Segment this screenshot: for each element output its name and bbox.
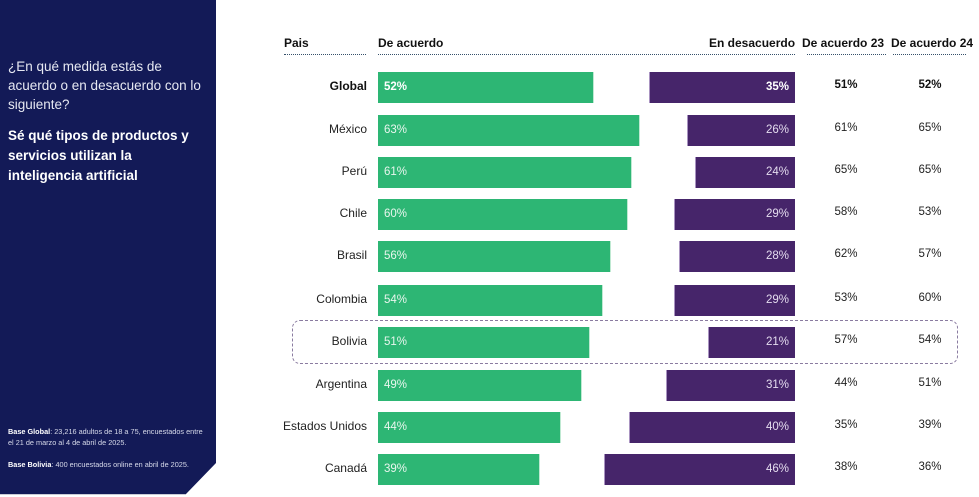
disagree-bar-label: 46%	[765, 463, 789, 475]
agree-bar: 54%	[378, 284, 603, 316]
agree-bar-label: 51%	[384, 336, 408, 348]
country-label: Global	[329, 79, 367, 93]
agree-bar-label: 63%	[384, 124, 408, 136]
note-text: : 23,216 adultos de 18 a 75, encuestados…	[8, 427, 203, 447]
agree-24-value: 54%	[918, 334, 942, 346]
agree-23-value: 61%	[834, 122, 858, 134]
disagree-bar: 40%	[628, 411, 795, 443]
country-label: Brasil	[336, 248, 367, 262]
disagree-bar: 29%	[674, 198, 795, 230]
country-label: Argentina	[315, 377, 367, 391]
agree-bar-label: 56%	[384, 250, 408, 262]
agree-23-value: 62%	[834, 248, 858, 260]
country-label: Chile	[339, 206, 367, 220]
disagree-bar-label: 40%	[765, 421, 789, 433]
note-label: Base Global	[8, 427, 51, 436]
header-country: Pais	[284, 36, 309, 50]
agree-24-value: 36%	[918, 461, 942, 473]
agree-bar: 49%	[378, 369, 582, 401]
note-base-global: Base Global: 23,216 adultos de 18 a 75, …	[8, 426, 208, 448]
agree-bar-label: 54%	[384, 294, 408, 306]
header-agree-24: De acuerdo 24	[891, 36, 974, 50]
agree-23-value: 35%	[834, 419, 858, 431]
header-disagree: En desacuerdo	[709, 36, 796, 50]
agree-bar: 44%	[378, 411, 562, 443]
agree-bar: 51%	[378, 326, 591, 358]
agree-bar-label: 52%	[384, 81, 408, 93]
disagree-bar: 29%	[674, 284, 795, 316]
agree-bar-label: 49%	[384, 379, 408, 391]
note-base-bolivia: Base Bolivia: 400 encuestados online en …	[8, 459, 208, 470]
header-underline	[807, 54, 886, 55]
note-label: Base Bolivia	[8, 460, 52, 469]
disagree-bar-label: 24%	[765, 166, 789, 178]
header-underline	[893, 54, 966, 55]
agree-bar: 39%	[378, 453, 541, 485]
survey-statement: Sé qué tipos de productos y servicios ut…	[8, 128, 189, 183]
disagree-bar-label: 35%	[765, 81, 789, 93]
agree-24-value: 65%	[918, 122, 942, 134]
disagree-bar: 21%	[707, 326, 795, 358]
agree-23-value: 65%	[834, 164, 858, 176]
country-label: Perú	[341, 164, 367, 178]
agree-bar-label: 61%	[384, 166, 408, 178]
sidebar-panel: ¿En qué medida estás de acuerdo o en des…	[0, 0, 216, 494]
agree-23-value: 58%	[834, 206, 858, 218]
agree-23-value: 51%	[834, 79, 858, 91]
disagree-bar-label: 21%	[765, 336, 789, 348]
agree-24-value: 53%	[918, 206, 942, 218]
disagree-bar-label: 26%	[765, 124, 789, 136]
disagree-bar-label: 31%	[765, 379, 789, 391]
agree-bar: 60%	[378, 198, 628, 230]
survey-question: ¿En qué medida estás de acuerdo o en des…	[8, 59, 201, 112]
agree-23-value: 44%	[834, 377, 858, 389]
disagree-bar: 31%	[666, 369, 795, 401]
disagree-bar: 26%	[686, 114, 795, 146]
agree-23-value: 53%	[834, 292, 858, 304]
country-label: Canadá	[324, 461, 367, 475]
highlight-box-bolivia	[292, 320, 958, 364]
agree-24-value: 52%	[918, 79, 942, 91]
disagree-bar-label: 28%	[765, 250, 789, 262]
header-underline	[284, 54, 366, 55]
agree-bar-label: 39%	[384, 463, 408, 475]
header-agree-23: De acuerdo 23	[802, 36, 885, 50]
agree-bar: 56%	[378, 240, 611, 272]
agree-bar-label: 44%	[384, 421, 408, 433]
agree-bar: 52%	[378, 71, 595, 103]
disagree-bar: 24%	[695, 156, 795, 188]
agree-23-value: 57%	[834, 334, 858, 346]
agree-24-value: 60%	[918, 292, 942, 304]
agree-23-value: 38%	[834, 461, 858, 473]
agree-24-value: 39%	[918, 419, 942, 431]
disagree-bar: 28%	[678, 240, 795, 272]
agree-24-value: 51%	[918, 377, 942, 389]
agree-24-value: 57%	[918, 248, 942, 260]
agree-24-value: 65%	[918, 164, 942, 176]
country-label: Colombia	[316, 292, 367, 306]
disagree-bar-label: 29%	[765, 294, 789, 306]
disagree-bar: 35%	[649, 71, 795, 103]
disagree-bar: 46%	[603, 453, 795, 485]
disagree-bar-label: 29%	[765, 208, 789, 220]
header-agree: De acuerdo	[378, 36, 444, 50]
country-label: Bolivia	[331, 334, 367, 348]
agree-bar: 63%	[378, 114, 641, 146]
agree-bar-label: 60%	[384, 208, 408, 220]
country-label: Estados Unidos	[282, 419, 367, 433]
divider	[0, 494, 186, 495]
country-label: México	[328, 122, 367, 136]
agree-bar: 61%	[378, 156, 632, 188]
note-text: : 400 encuestados online en abril de 202…	[51, 460, 189, 469]
header-underline	[378, 54, 795, 55]
